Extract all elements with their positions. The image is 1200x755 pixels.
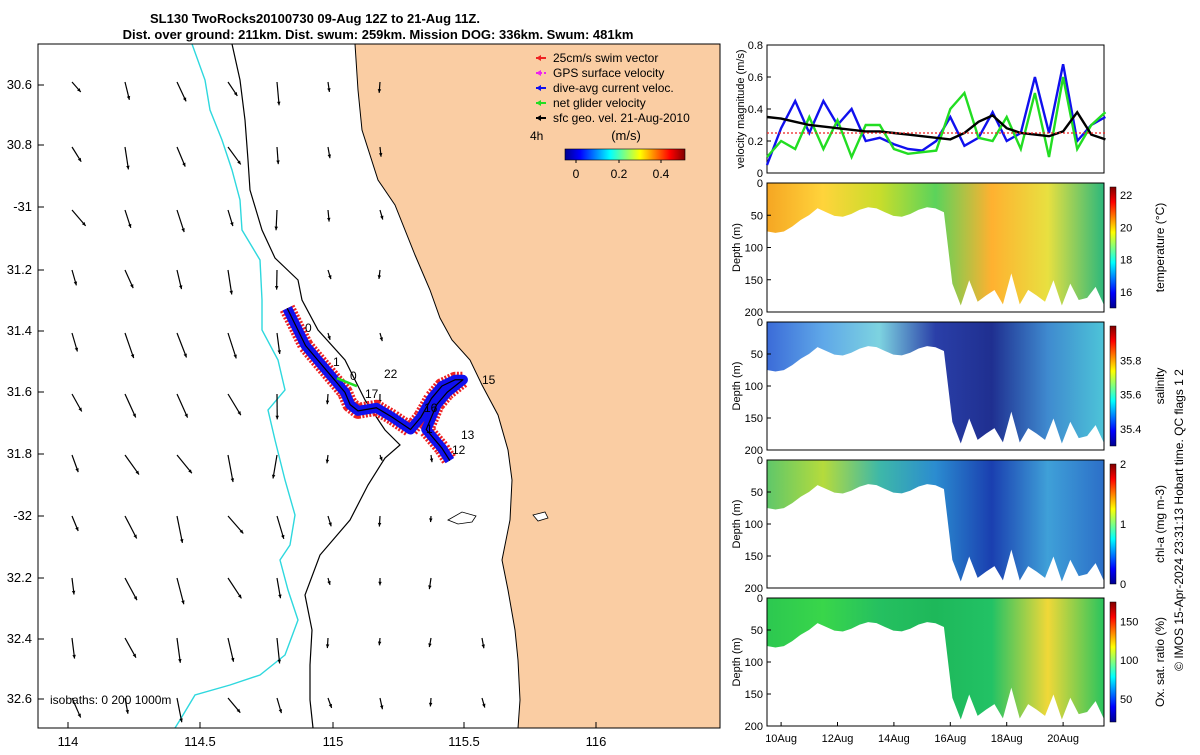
colorbar-label: temperature (°C) xyxy=(1153,203,1167,293)
depth-tick-label: 0 xyxy=(757,178,763,190)
profile-colorbar xyxy=(1110,464,1116,584)
depth-tick-label: 100 xyxy=(745,657,763,669)
colorbar-tick-label: 0.4 xyxy=(653,167,670,181)
colorbar-label: salinity xyxy=(1153,368,1167,405)
date-tick-label: 20Aug xyxy=(1047,733,1079,745)
map-y-tick-label: 31.4 xyxy=(7,323,32,338)
figure-title-line1: SL130 TwoRocks20100730 09-Aug 12Z to 21-… xyxy=(150,11,480,26)
depth-tick-label: 150 xyxy=(745,551,763,563)
credit-text: © IMOS 15-Apr-2024 23:31:13 Hobart time.… xyxy=(1172,369,1186,671)
depth-tick-label: 150 xyxy=(745,689,763,701)
depth-tick-label: 50 xyxy=(751,349,763,361)
map-y-tick-label: 30.8 xyxy=(7,137,32,152)
depth-tick-label: 50 xyxy=(751,625,763,637)
track-day-label: 1 xyxy=(426,422,433,436)
isobaths-legend: isobaths: 0 200 1000m xyxy=(50,693,171,707)
legend-label: GPS surface velocity xyxy=(553,66,664,80)
velocity-y-tick-label: 0.2 xyxy=(748,136,763,148)
map-x-tick-label: 116 xyxy=(586,734,607,749)
track-day-label: 0 xyxy=(305,321,312,335)
legend-label: dive-avg current veloc. xyxy=(553,81,674,95)
colorbar-tick-label: 16 xyxy=(1120,287,1132,299)
depth-tick-label: 150 xyxy=(745,275,763,287)
colorbar-tick-label: 0 xyxy=(573,167,580,181)
depth-tick-label: 0 xyxy=(757,593,763,605)
legend-label: sfc geo. vel. 21-Aug-2010 xyxy=(553,111,690,125)
profile-colorbar xyxy=(1110,602,1116,722)
date-tick-label: 12Aug xyxy=(822,733,854,745)
depth-tick-label: 50 xyxy=(751,487,763,499)
map-x-tick-label: 115 xyxy=(323,734,344,749)
velocity-y-tick-label: 0.8 xyxy=(748,40,763,52)
map-x-tick-label: 114.5 xyxy=(184,734,216,749)
colorbar-tick-label: 50 xyxy=(1120,694,1132,706)
map-y-tick-label: 31.6 xyxy=(7,384,32,399)
depth-ylabel: Depth (m) xyxy=(731,362,743,411)
speed-colorbar xyxy=(565,149,685,160)
colorbar-tick-label: 150 xyxy=(1120,616,1138,628)
map-y-tick-label: 32.2 xyxy=(7,570,32,585)
colorbar-tick-label: 35.8 xyxy=(1120,355,1141,367)
track-day-label: 1 xyxy=(333,355,340,369)
map-y-tick-label: -31 xyxy=(13,199,32,214)
colorbar-tick-label: 0 xyxy=(1120,579,1126,591)
map-y-tick-label: 31.8 xyxy=(7,446,32,461)
colorbar-label: chl-a (mg m-3) xyxy=(1153,485,1167,563)
track-day-label: 13 xyxy=(461,428,475,442)
velocity-y-tick-label: 0.4 xyxy=(748,104,763,116)
track-day-label: 17 xyxy=(365,387,379,401)
depth-ylabel: Depth (m) xyxy=(731,500,743,549)
colorbar-tick-label: 2 xyxy=(1120,459,1126,471)
profile-colorbar xyxy=(1110,326,1116,446)
colorbar-tick-label: 1 xyxy=(1120,519,1126,531)
figure-title-line2: Dist. over ground: 211km. Dist. swum: 25… xyxy=(123,27,634,42)
colorbar-label: Ox. sat. ratio (%) xyxy=(1153,617,1167,707)
depth-tick-label: 0 xyxy=(757,317,763,329)
depth-tick-label: 50 xyxy=(751,210,763,222)
colorbar-tick-label: 100 xyxy=(1120,655,1138,667)
track-day-label: 12 xyxy=(452,443,466,457)
date-tick-label: 16Aug xyxy=(934,733,966,745)
colorbar-tick-label: 0.2 xyxy=(611,167,628,181)
colorbar-tick-label: 22 xyxy=(1120,190,1132,202)
colorbar-tick-label: 18 xyxy=(1120,255,1132,267)
track-day-label: 16 xyxy=(424,401,438,415)
map-y-tick-label: 31.2 xyxy=(7,262,32,277)
colorbar-tick-label: 35.4 xyxy=(1120,424,1141,436)
depth-tick-label: 100 xyxy=(745,381,763,393)
date-tick-label: 14Aug xyxy=(878,733,910,745)
map-y-tick-label: 32.4 xyxy=(7,631,32,646)
track-day-label: 0 xyxy=(350,369,357,383)
legend-label: net glider velocity xyxy=(553,96,646,110)
legend-label: 25cm/s swim vector xyxy=(553,51,658,65)
map-y-tick-label: 30.6 xyxy=(7,77,32,92)
depth-tick-label: 100 xyxy=(745,519,763,531)
depth-ylabel: Depth (m) xyxy=(731,223,743,272)
depth-tick-label: 150 xyxy=(745,413,763,425)
track-day-label: 15 xyxy=(482,373,496,387)
colorbar-unit: (m/s) xyxy=(611,128,641,143)
depth-tick-label: 0 xyxy=(757,455,763,467)
date-tick-label: 10Aug xyxy=(765,733,797,745)
map-y-tick-label: -32 xyxy=(13,508,32,523)
colorbar-tick-label: 35.6 xyxy=(1120,390,1141,402)
colorbar-tick-label: 20 xyxy=(1120,222,1132,234)
track-day-label: 22 xyxy=(384,367,398,381)
depth-tick-label: 200 xyxy=(745,721,763,733)
map-x-tick-label: 115.5 xyxy=(448,734,480,749)
map-y-tick-label: 32.6 xyxy=(7,691,32,706)
date-tick-label: 18Aug xyxy=(991,733,1023,745)
profile-colorbar xyxy=(1110,187,1116,308)
depth-ylabel: Depth (m) xyxy=(731,638,743,687)
map-x-tick-label: 114 xyxy=(58,734,79,749)
velocity-ylabel: velocity magnitude (m/s) xyxy=(735,49,747,168)
time-step-label: 4h xyxy=(530,129,543,143)
velocity-y-tick-label: 0.6 xyxy=(748,72,763,84)
depth-tick-label: 100 xyxy=(745,243,763,255)
